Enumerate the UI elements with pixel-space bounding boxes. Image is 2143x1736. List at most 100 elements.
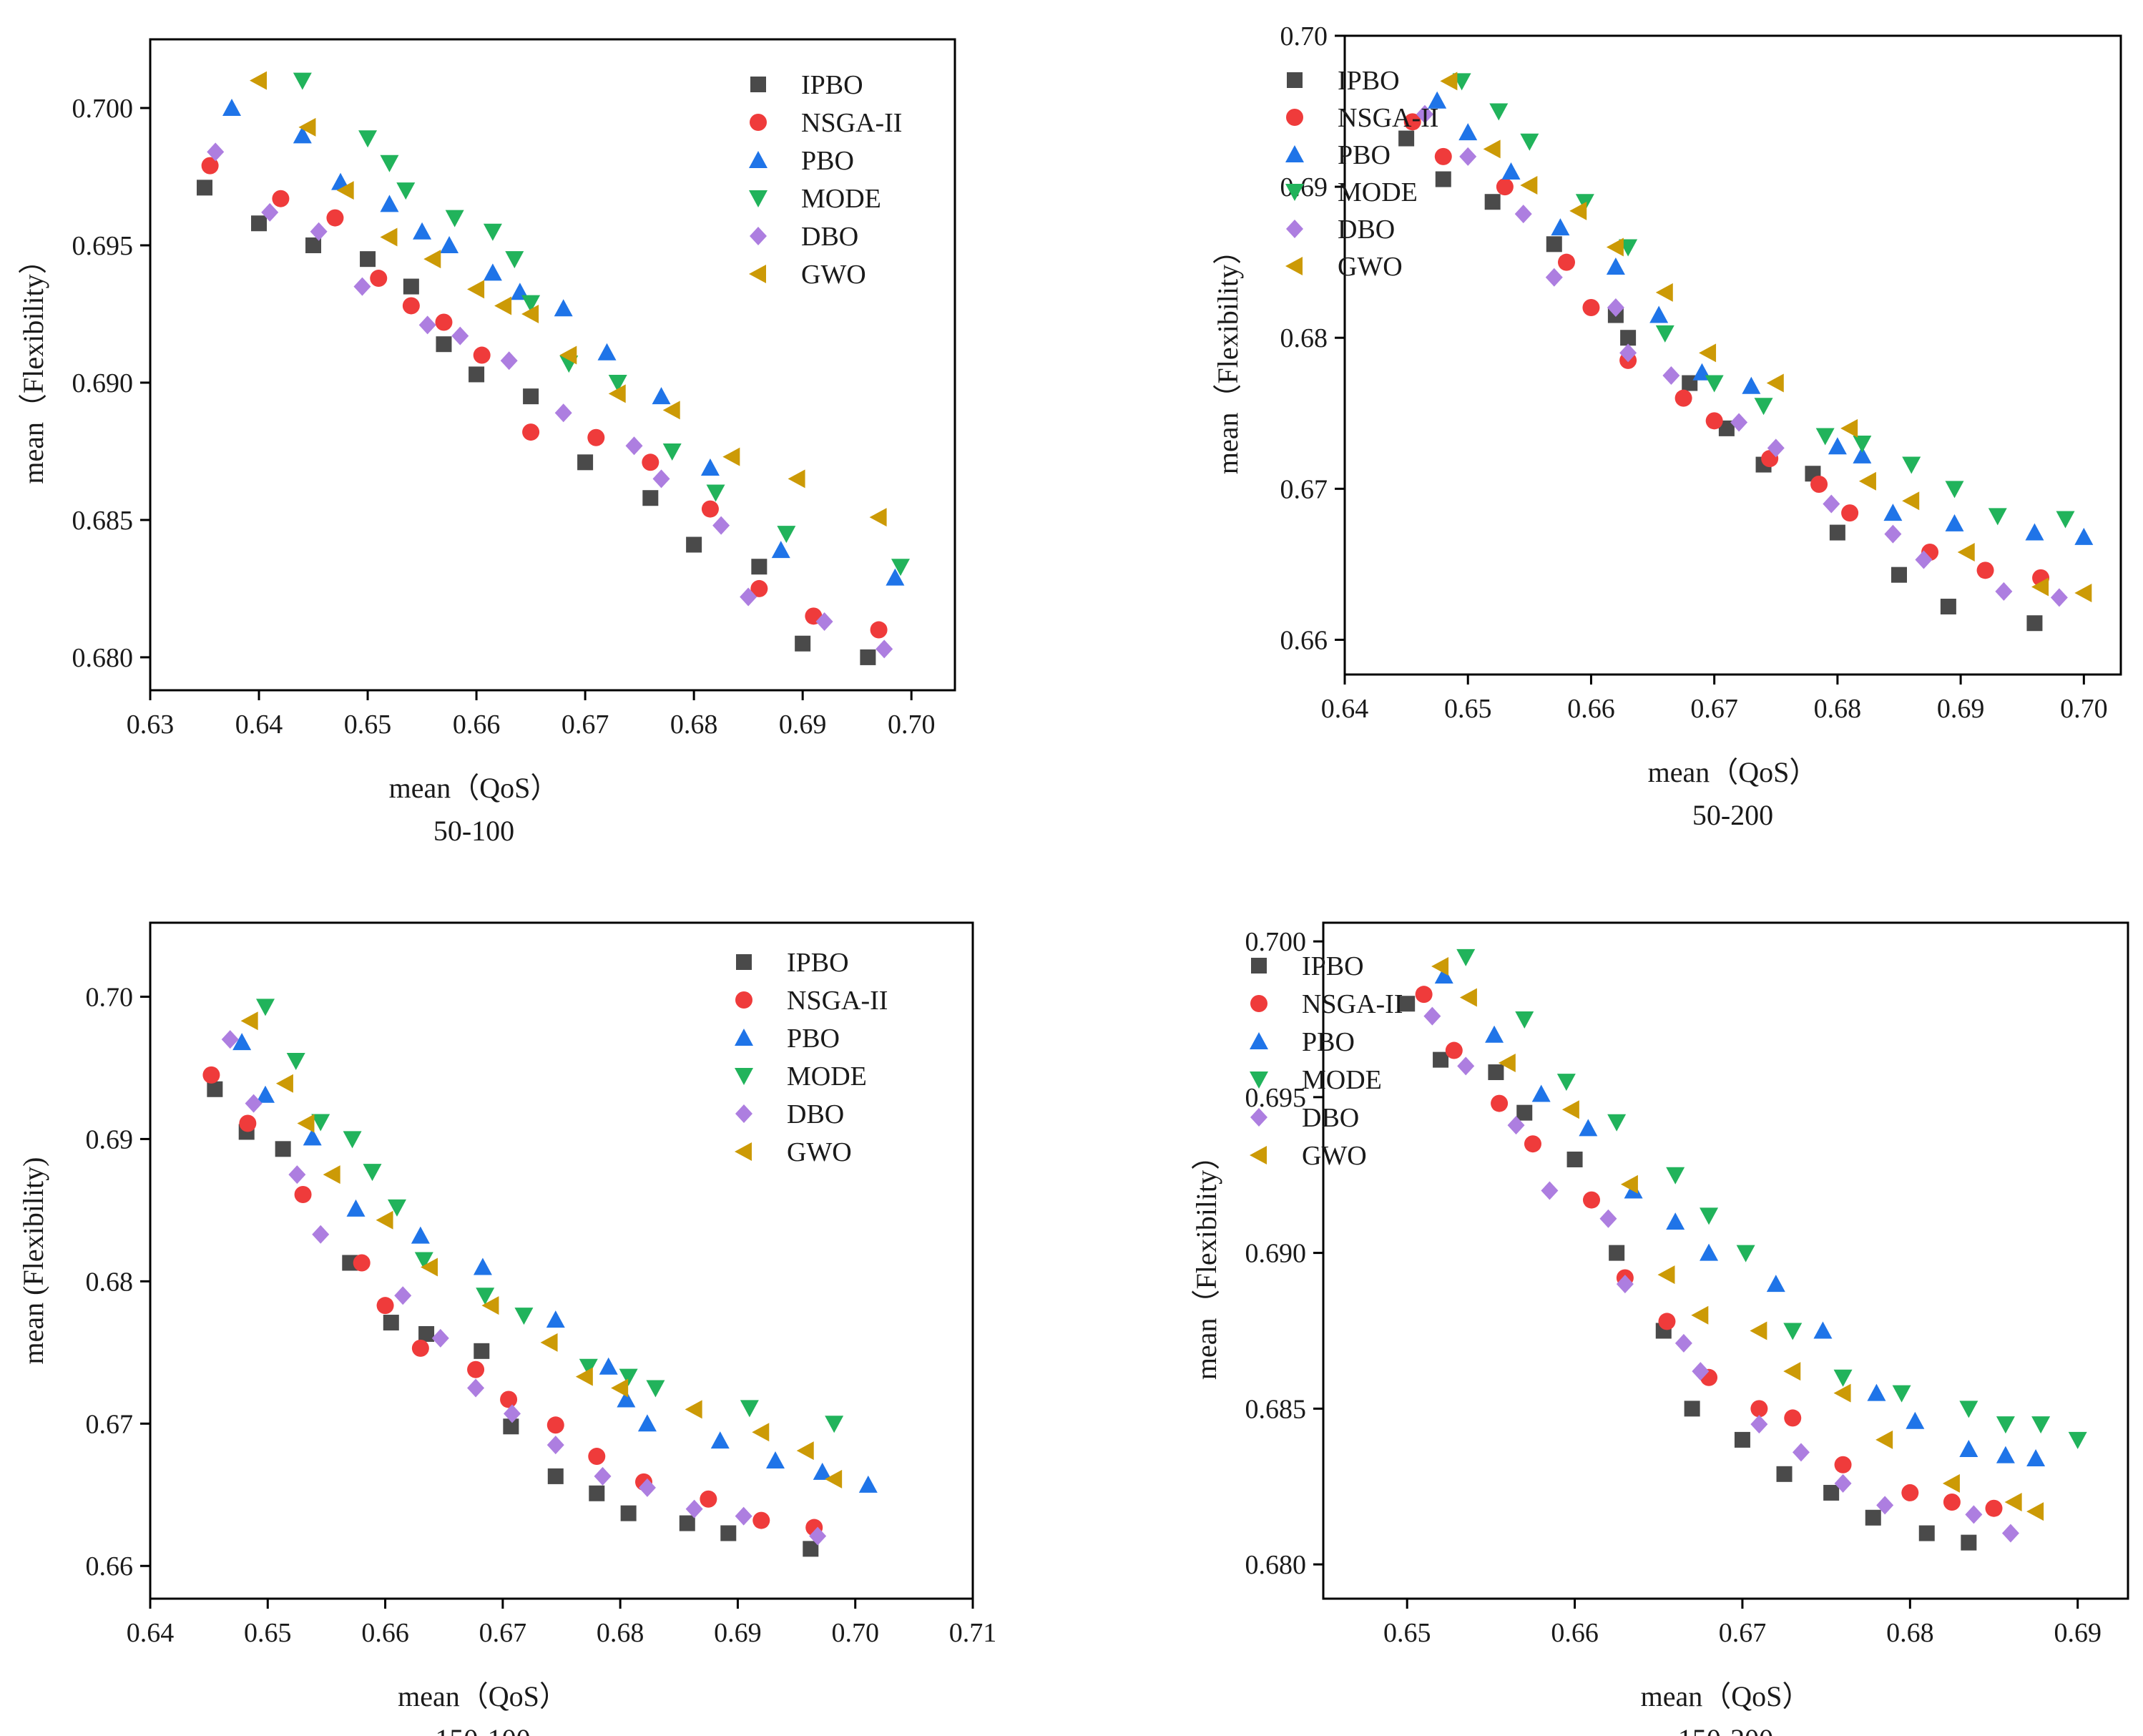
legend-marker-nsga-ii: [1286, 109, 1303, 126]
point-dbo: [1416, 104, 1433, 124]
point-nsga-ii: [202, 1066, 220, 1084]
point-gwo: [1561, 1100, 1579, 1119]
point-ipbo: [589, 1485, 605, 1501]
point-pbo: [413, 222, 432, 240]
point-nsga-ii: [1524, 1135, 1541, 1153]
point-dbo: [500, 351, 518, 371]
legend-marker-gwo: [749, 265, 766, 283]
point-mode: [825, 1416, 844, 1433]
series-ipbo: [207, 1081, 819, 1557]
series-mode: [256, 999, 844, 1433]
y-tick-label: 0.68: [86, 1267, 134, 1297]
legend-marker-ipbo: [750, 77, 766, 92]
y-tick-label: 0.700: [1245, 927, 1307, 957]
point-dbo: [1541, 1181, 1559, 1200]
x-axis-label: mean（QoS）: [1641, 1680, 1811, 1712]
x-tick-label: 0.65: [244, 1618, 292, 1648]
point-nsga-ii: [353, 1254, 371, 1272]
point-mode: [1853, 436, 1872, 453]
point-gwo: [297, 1114, 315, 1133]
point-dbo: [418, 315, 436, 335]
point-gwo: [1691, 1305, 1709, 1325]
point-gwo: [575, 1367, 593, 1386]
point-gwo: [1657, 1265, 1675, 1285]
point-gwo: [2031, 577, 2049, 597]
point-mode: [286, 1052, 305, 1070]
point-pbo: [637, 1414, 657, 1432]
y-tick-label: 0.680: [1245, 1550, 1307, 1580]
point-nsga-ii: [752, 1511, 770, 1529]
series-gwo: [240, 1011, 843, 1489]
y-tick-label: 0.66: [86, 1551, 134, 1581]
legend-marker-dbo: [735, 1104, 752, 1123]
point-gwo: [298, 117, 316, 137]
point-ipbo: [418, 1325, 435, 1342]
point-nsga-ii: [500, 1391, 518, 1408]
point-dbo: [1965, 1505, 1983, 1524]
point-nsga-ii: [435, 313, 453, 331]
panel-50-200: 0.64 0.65 0.66 0.67 0.68 0.69 0.70 0.66 0.67 0.68…: [1212, 21, 2122, 831]
point-nsga-ii: [1901, 1484, 1919, 1501]
legend-label: NSGA-II: [1338, 103, 1438, 133]
point-mode: [646, 1380, 665, 1398]
panel-caption: 150-200: [1678, 1723, 1773, 1736]
point-pbo: [546, 1310, 565, 1328]
x-tick-label: 0.65: [344, 710, 392, 740]
point-ipbo: [1516, 1104, 1533, 1121]
series-pbo: [1428, 91, 2094, 545]
point-pbo: [1945, 514, 1964, 531]
point-mode: [777, 526, 796, 544]
legend-label: DBO: [1338, 215, 1395, 245]
point-mode: [1892, 1385, 1911, 1403]
point-dbo: [1674, 1333, 1692, 1353]
point-mode: [483, 223, 502, 241]
legend-marker-dbo: [1250, 1108, 1267, 1127]
x-tick-label: 0.69: [779, 710, 827, 740]
point-gwo: [275, 1074, 293, 1093]
point-gwo: [825, 1469, 843, 1489]
point-nsga-ii: [870, 621, 888, 639]
point-nsga-ii: [1943, 1494, 1961, 1511]
point-mode: [1833, 1369, 1853, 1387]
legend: IPBO NSGA-II PBO MODE DBO GWO: [1285, 66, 1438, 282]
point-ipbo: [275, 1141, 291, 1157]
point-gwo: [421, 1257, 438, 1277]
point-pbo: [1579, 1119, 1598, 1137]
legend-marker-gwo: [735, 1142, 752, 1161]
point-nsga-ii: [1834, 1456, 1852, 1473]
series-dbo: [207, 142, 893, 659]
point-ipbo: [503, 1418, 519, 1435]
legend-marker-ipbo: [736, 954, 752, 970]
series-ipbo: [197, 180, 876, 665]
point-gwo: [250, 71, 268, 90]
legend-label: GWO: [1338, 252, 1403, 282]
point-mode: [514, 1308, 534, 1325]
x-tick-label: 0.66: [361, 1618, 409, 1648]
point-mode: [1655, 325, 1674, 343]
legend-marker-gwo: [1285, 257, 1303, 275]
point-ipbo: [795, 635, 811, 652]
point-nsga-ii: [473, 346, 491, 364]
point-dbo: [638, 1478, 656, 1497]
y-tick-label: 0.68: [1280, 323, 1328, 353]
point-gwo: [1875, 1430, 1893, 1449]
point-gwo: [722, 447, 740, 466]
point-dbo: [245, 1094, 263, 1113]
point-gwo: [1942, 1473, 1960, 1493]
point-gwo: [788, 469, 805, 489]
point-dbo: [1616, 1275, 1634, 1294]
point-pbo: [710, 1431, 730, 1449]
point-pbo: [380, 195, 399, 212]
x-tick-label: 0.66: [1551, 1618, 1599, 1648]
point-nsga-ii: [700, 1490, 717, 1508]
point-nsga-ii: [272, 190, 290, 207]
point-nsga-ii: [402, 297, 420, 315]
point-dbo: [685, 1499, 703, 1519]
point-nsga-ii: [1445, 1041, 1463, 1059]
point-mode: [662, 443, 682, 461]
point-mode: [396, 182, 416, 200]
point-pbo: [1883, 504, 1903, 521]
point-ipbo: [1566, 1151, 1583, 1167]
point-nsga-ii: [411, 1339, 429, 1357]
point-gwo: [1699, 343, 1717, 363]
